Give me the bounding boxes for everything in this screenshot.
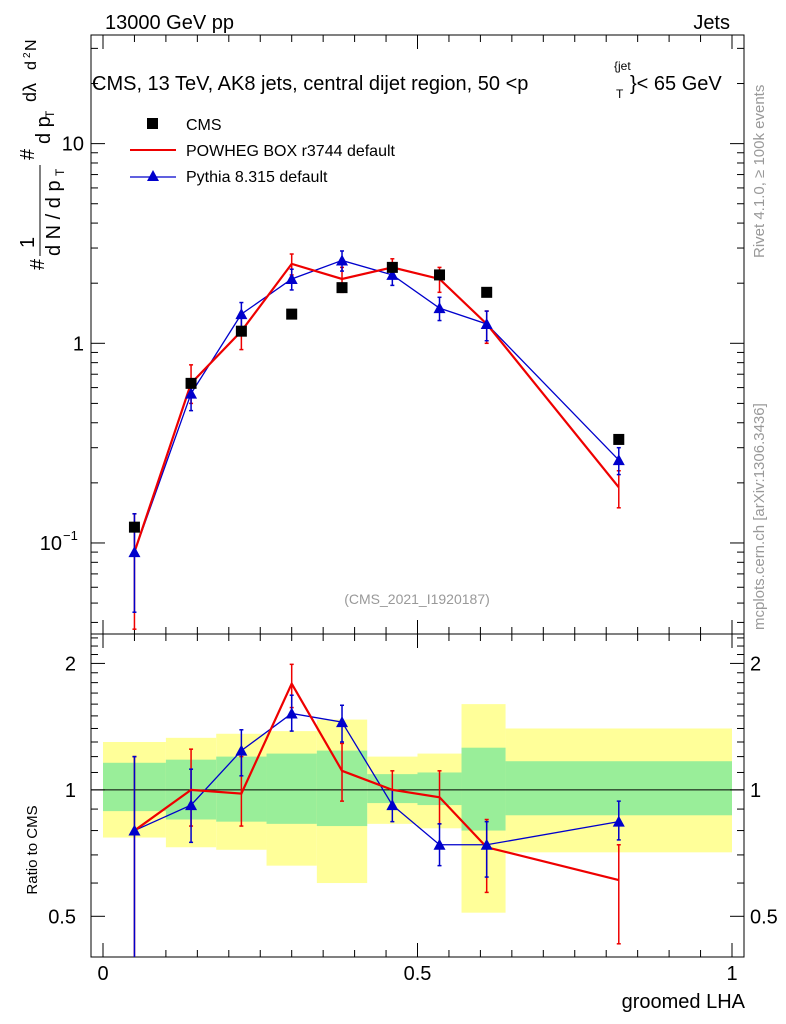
header-right-label: Jets — [693, 12, 730, 34]
ratio-band-green — [266, 753, 317, 824]
cms-point — [434, 269, 446, 281]
main-title-text: CMS, 13 TeV, AK8 jets, central dijet reg… — [92, 73, 528, 95]
ylabel-part: 1 — [17, 237, 39, 248]
main-title-sup: {jet — [614, 59, 631, 73]
legend-cms-marker — [147, 118, 158, 129]
pythia-line — [133, 259, 620, 553]
cms-point — [613, 433, 625, 445]
ylabel-part: d N / d p — [43, 180, 65, 256]
legend-pythia-label: Pythia 8.315 default — [186, 169, 328, 186]
ylabel-part: T — [43, 110, 57, 118]
ratio-ytick-label: 1 — [65, 780, 76, 802]
mcplots-side-label: mcplots.cern.ch [arXiv:1306.3436] — [751, 403, 768, 630]
ratio-plot: 0.5 0.5 1 1 2 2 0 0.5 1 — [48, 633, 778, 985]
pythia-point — [386, 268, 399, 280]
ylabel-part: 2 — [22, 52, 33, 58]
ratio-powheg-line — [133, 681, 620, 882]
main-title: CMS, 13 TeV, AK8 jets, central dijet reg… — [92, 59, 722, 101]
ylabel-part: d p — [33, 116, 55, 144]
cms-point — [128, 521, 140, 533]
legend-cms-label: CMS — [186, 117, 222, 134]
ratio-ytick-label: 2 — [65, 653, 76, 675]
pythia-point — [433, 302, 446, 314]
cms-point — [286, 308, 298, 320]
ylabel-part: # — [17, 148, 39, 160]
legend-pythia-marker — [147, 170, 159, 181]
main-ylabel: # 1 d N / d p T # d p T dλ d 2 N — [17, 39, 67, 270]
ratio-pythia-point — [285, 707, 298, 719]
pythia-point — [480, 317, 493, 329]
rivet-side-label: Rivet 4.1.0, ≥ 100k events — [751, 85, 768, 258]
main-title-sub: T — [616, 87, 624, 101]
pythia-point — [235, 308, 248, 320]
pythia-point — [285, 272, 298, 284]
cms-point — [481, 286, 493, 298]
header-left-label: 13000 GeV pp — [105, 12, 234, 34]
cms-point — [185, 377, 197, 389]
ratio-xtick-label: 0 — [97, 963, 108, 985]
ratio-xtick-label: 1 — [726, 963, 737, 985]
xlabel: groomed LHA — [622, 991, 746, 1013]
legend-powheg-label: POWHEG BOX r3744 default — [186, 143, 396, 160]
ratio-pythia-point — [386, 799, 399, 811]
ratio-ytick-label-right: 0.5 — [750, 906, 778, 928]
ratio-ylabel: Ratio to CMS — [24, 805, 41, 894]
pythia-point — [612, 454, 625, 466]
ratio-ytick-label: 0.5 — [48, 906, 76, 928]
cms-point — [235, 325, 247, 337]
main-ytick-label: 10 — [62, 134, 84, 156]
ratio-ytick-label-right: 2 — [750, 653, 761, 675]
ratio-pythia-point — [235, 744, 248, 756]
ratio-pythia-point — [480, 838, 493, 850]
watermark: (CMS_2021_I1920187) — [344, 591, 490, 607]
ratio-pythia-point — [185, 799, 198, 811]
ylabel-part: N — [23, 39, 40, 51]
ylabel-part: d — [23, 61, 40, 70]
main-title-tail: }< 65 GeV — [630, 73, 722, 95]
cms-point — [336, 282, 348, 294]
legend: CMS POWHEG BOX r3744 default Pythia 8.31… — [130, 117, 396, 186]
ratio-ytick-label-right: 1 — [750, 780, 761, 802]
ratio-pythia-point — [336, 716, 349, 728]
main-ytick-exponent: −1 — [63, 528, 78, 543]
powheg-line — [133, 262, 620, 553]
pythia-point — [185, 387, 198, 399]
pythia-point — [336, 254, 349, 266]
main-ytick-label: 10 — [40, 533, 62, 555]
ylabel-part: T — [53, 168, 67, 176]
ratio-pythia-point — [612, 815, 625, 827]
ratio-pythia-point — [433, 838, 446, 850]
ratio-xtick-label: 0.5 — [404, 963, 432, 985]
ylabel-part: dλ — [20, 83, 40, 102]
main-ytick-label: 1 — [73, 333, 84, 355]
ratio-band-green — [461, 747, 506, 831]
pythia-point — [128, 546, 141, 558]
ratio-pythia-point — [128, 824, 141, 836]
cms-point — [386, 261, 398, 273]
ylabel-part: # — [27, 258, 49, 270]
